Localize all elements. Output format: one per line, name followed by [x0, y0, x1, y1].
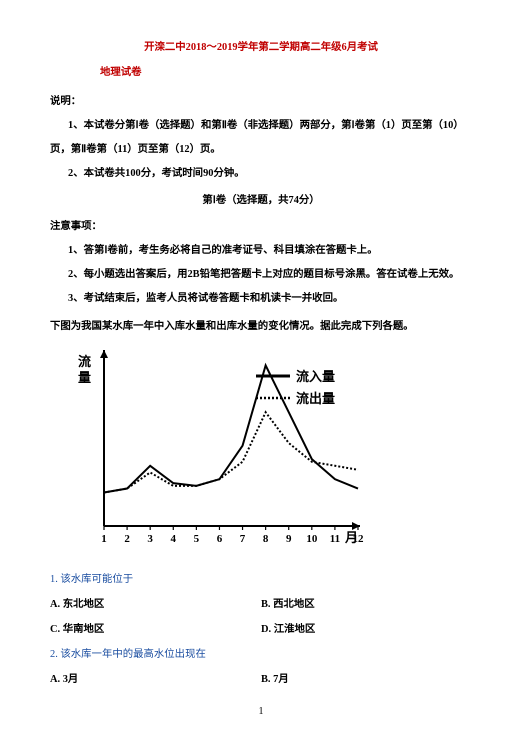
svg-text:1: 1: [101, 533, 107, 545]
svg-text:量: 量: [78, 370, 91, 385]
notice-line2: 2、每小题选出答案后，用2B铅笔把答题卡上对应的题目标号涂黑。答在试卷上无效。: [68, 263, 472, 287]
svg-text:3: 3: [147, 533, 153, 545]
svg-text:11: 11: [330, 533, 340, 545]
q1-stem: 1. 该水库可能位于: [50, 568, 472, 592]
q1-optA: A. 东北地区: [50, 593, 261, 617]
q2-stem: 2. 该水库一年中的最高水位出现在: [50, 643, 472, 667]
shuoming-line1b: 页，第Ⅱ卷第（11）页至第（12）页。: [50, 138, 472, 162]
shuoming-label: 说明：: [50, 90, 472, 114]
reservoir-chart: 123456789101112月流量流入量流出量: [66, 342, 472, 562]
svg-text:10: 10: [306, 533, 318, 545]
svg-text:4: 4: [171, 533, 177, 545]
svg-text:5: 5: [194, 533, 200, 545]
svg-text:6: 6: [217, 533, 223, 545]
page-number: 1: [50, 700, 472, 723]
notice-label: 注意事项：: [50, 215, 472, 239]
svg-text:7: 7: [240, 533, 246, 545]
exam-title: 开滦二中2018～2019学年第二学期高二年级6月考试: [50, 36, 472, 60]
q2-optA: A. 3月: [50, 668, 261, 692]
notice-line1: 1、答第Ⅰ卷前，考生务必将自己的准考证号、科目填涂在答题卡上。: [68, 239, 472, 263]
svg-text:9: 9: [286, 533, 292, 545]
svg-text:2: 2: [124, 533, 130, 545]
shuoming-line1: 1、本试卷分第Ⅰ卷（选择题）和第Ⅱ卷（非选择题）两部分，第Ⅰ卷第（1）页至第（1…: [68, 114, 472, 138]
svg-text:8: 8: [263, 533, 269, 545]
svg-text:月: 月: [344, 530, 358, 545]
shuoming-line2: 2、本试卷共100分，考试时间90分钟。: [68, 162, 472, 186]
q1-optB: B. 西北地区: [261, 593, 472, 617]
svg-text:流入量: 流入量: [296, 369, 335, 384]
exam-subtitle: 地理试卷: [100, 61, 472, 85]
q1-optD: D. 江淮地区: [261, 618, 472, 642]
svg-text:流出量: 流出量: [296, 391, 335, 406]
q1-optC: C. 华南地区: [50, 618, 261, 642]
question-context: 下图为我国某水库一年中入库水量和出库水量的变化情况。据此完成下列各题。: [50, 315, 472, 339]
q2-optB: B. 7月: [261, 668, 472, 692]
notice-line3: 3、考试结束后，监考人员将试卷答题卡和机读卡一并收回。: [68, 287, 472, 311]
part1-title: 第Ⅰ卷（选择题，共74分）: [50, 189, 472, 213]
svg-text:流: 流: [78, 354, 91, 369]
